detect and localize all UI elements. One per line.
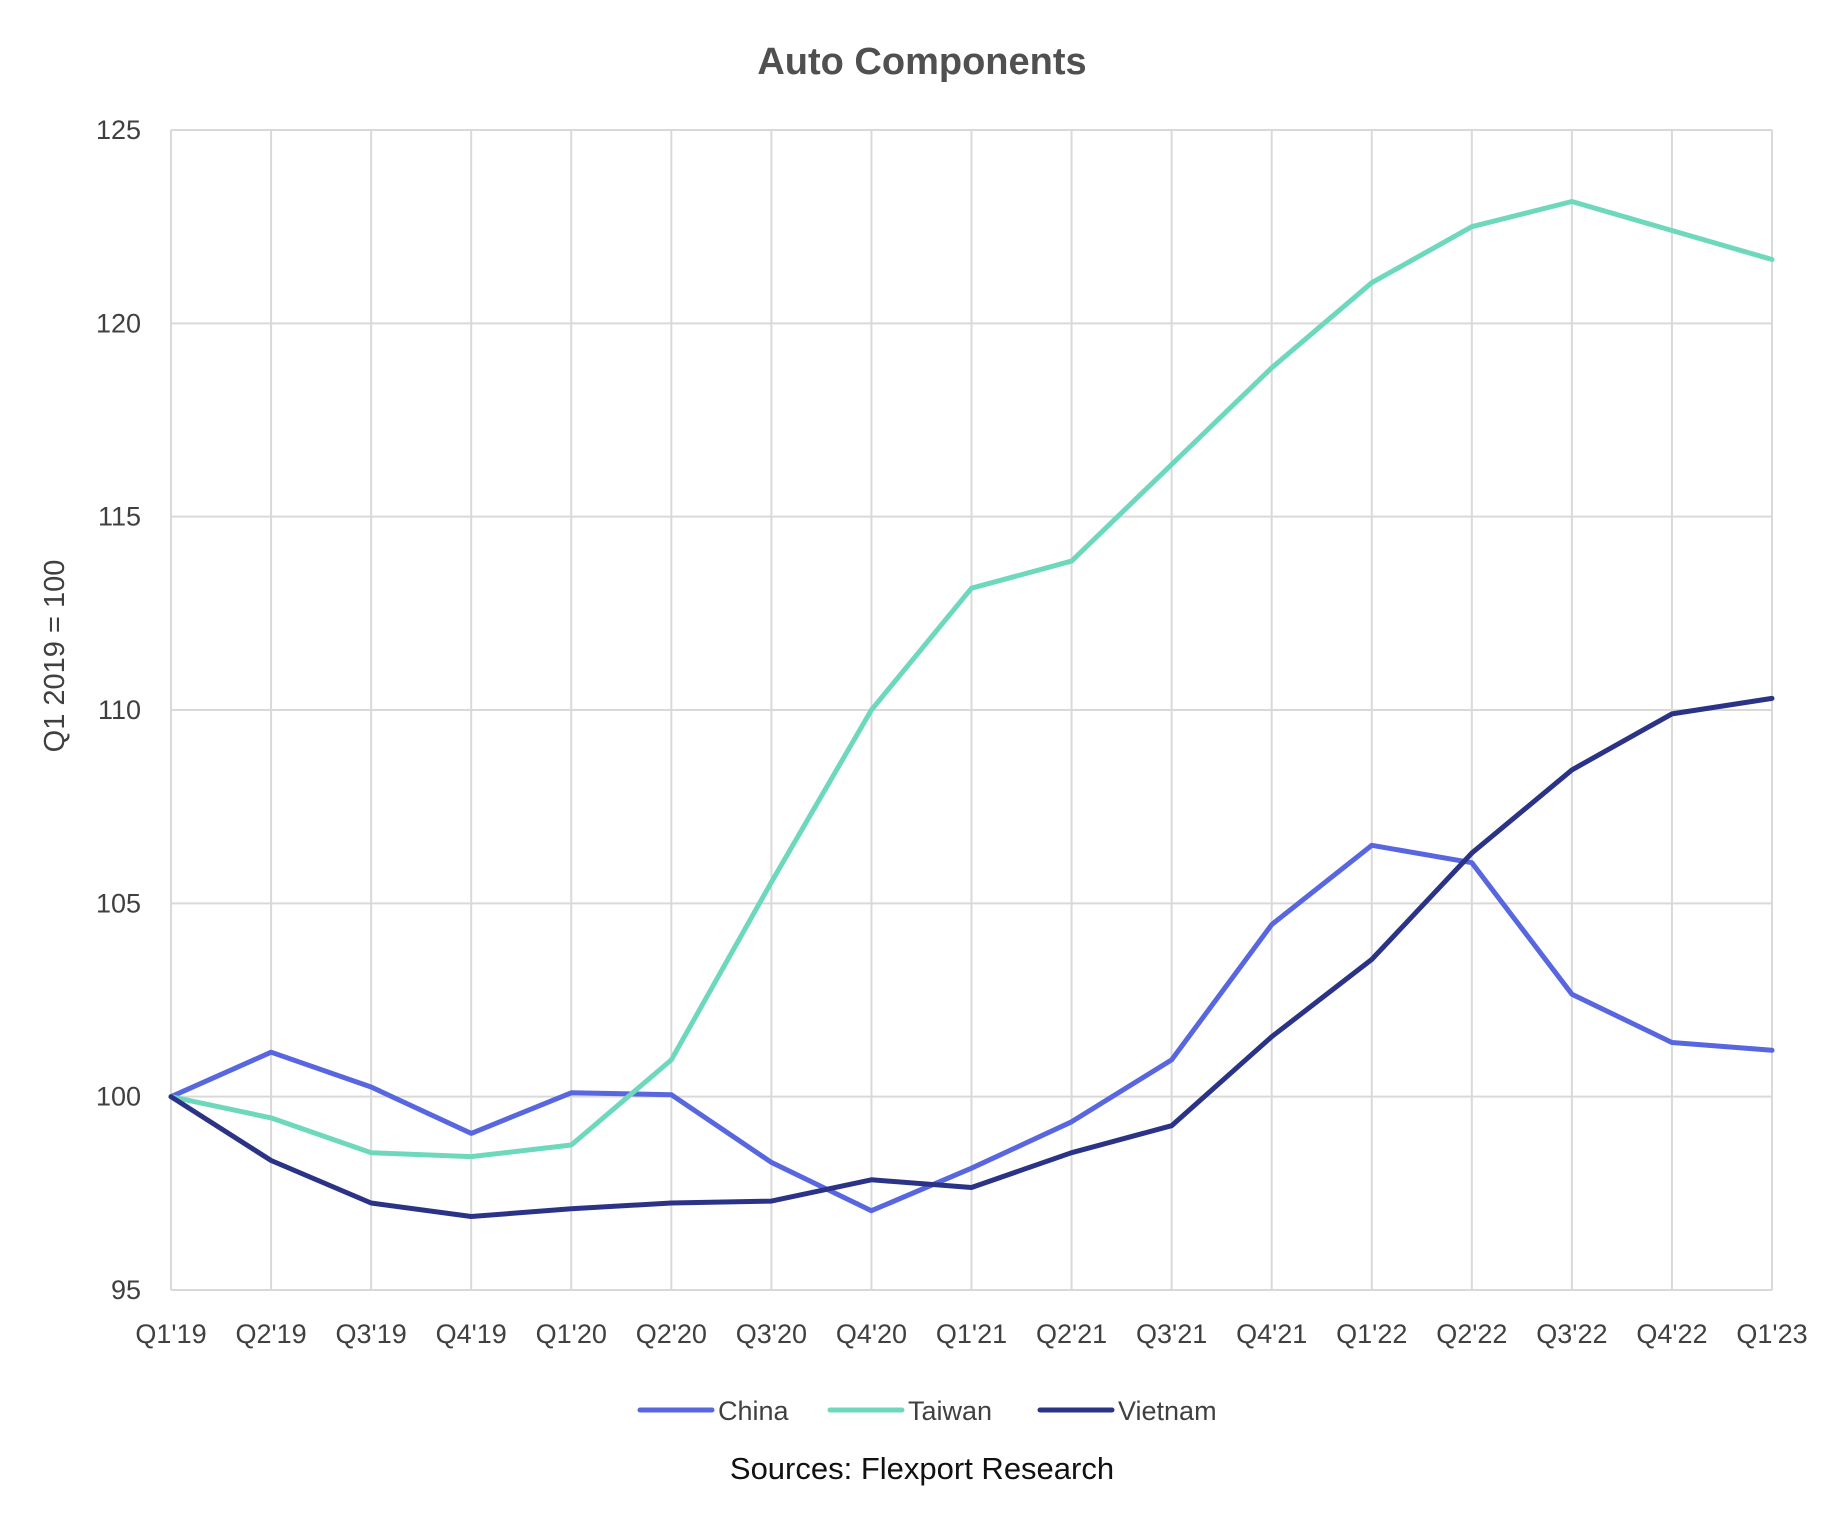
x-tick-label: Q4'19: [436, 1319, 507, 1349]
x-tick-label: Q1'19: [135, 1319, 206, 1349]
y-tick-label: 100: [96, 1082, 141, 1112]
x-tick-label: Q3'22: [1536, 1319, 1607, 1349]
x-tick-label: Q1'23: [1736, 1319, 1807, 1349]
y-tick-label: 125: [96, 115, 141, 145]
x-tick-label: Q1'22: [1336, 1319, 1407, 1349]
x-tick-label: Q2'20: [636, 1319, 707, 1349]
y-tick-label: 115: [98, 502, 141, 532]
x-axis-tick-labels: Q1'19 Q2'19 Q3'19 Q4'19 Q1'20 Q2'20 Q3'20 Q4'20…: [135, 1319, 1807, 1349]
y-axis-tick-labels: 95 100 105 110 115 120 125: [96, 115, 141, 1305]
series-line-china: [168, 842, 1775, 1214]
y-tick-label: 95: [111, 1275, 141, 1305]
y-tick-label: 110: [98, 695, 141, 725]
x-tick-label: Q3'20: [736, 1319, 807, 1349]
x-tick-label: Q2'19: [235, 1319, 306, 1349]
legend-label-vietnam: Vietnam: [1118, 1396, 1217, 1426]
series-line-vietnam: [168, 695, 1775, 1219]
y-tick-label: 105: [96, 888, 141, 918]
x-tick-label: Q1'21: [936, 1319, 1007, 1349]
x-tick-label: Q2'21: [1036, 1319, 1107, 1349]
legend-label-china: China: [718, 1396, 790, 1426]
x-tick-label: Q1'20: [536, 1319, 607, 1349]
chart-title: Auto Components: [757, 41, 1086, 83]
series-line-taiwan: [168, 199, 1775, 1160]
y-tick-label: 120: [96, 308, 141, 338]
grid-lines: [170, 129, 1773, 1291]
x-tick-label: Q2'22: [1436, 1319, 1507, 1349]
x-tick-label: Q4'22: [1636, 1319, 1707, 1349]
source-note: Sources: Flexport Research: [730, 1451, 1114, 1486]
x-tick-label: Q4'21: [1236, 1319, 1307, 1349]
legend: China Taiwan Vietnam: [637, 1396, 1217, 1426]
x-tick-label: Q3'21: [1136, 1319, 1207, 1349]
x-tick-label: Q3'19: [336, 1319, 407, 1349]
series-lines: [168, 199, 1775, 1219]
y-axis-label: Q1 2019 = 100: [39, 560, 71, 753]
x-tick-label: Q4'20: [836, 1319, 907, 1349]
legend-label-taiwan: Taiwan: [908, 1396, 992, 1426]
